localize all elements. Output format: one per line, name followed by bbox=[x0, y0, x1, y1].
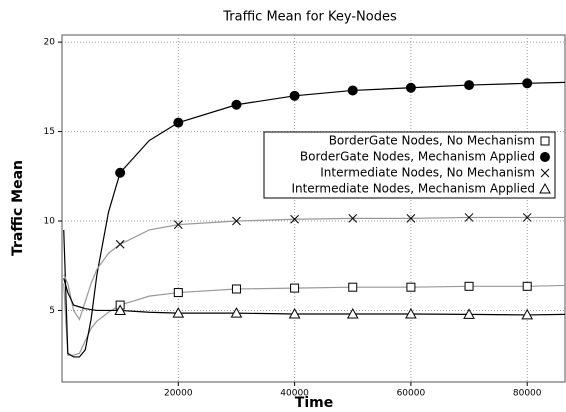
legend-marker bbox=[539, 182, 551, 194]
marker bbox=[521, 308, 534, 320]
marker bbox=[464, 281, 474, 291]
marker bbox=[114, 304, 126, 315]
x-tick-label: 20000 bbox=[164, 389, 193, 399]
marker bbox=[346, 308, 359, 319]
marker bbox=[173, 117, 184, 128]
x-tick-label: 40000 bbox=[280, 389, 309, 399]
series-line bbox=[63, 278, 566, 316]
marker bbox=[464, 213, 474, 222]
marker bbox=[522, 213, 532, 222]
chart-title: Traffic Mean for Key-Nodes bbox=[222, 10, 397, 25]
x-axis-label: Time bbox=[295, 395, 333, 411]
legend-marker bbox=[540, 136, 550, 146]
legend-label: BorderGate Nodes, Mechanism Applied bbox=[300, 150, 535, 164]
marker bbox=[348, 213, 358, 223]
marker bbox=[522, 281, 532, 291]
y-axis-label: Traffic Mean bbox=[10, 160, 26, 256]
plot-frame bbox=[61, 34, 566, 383]
x-tick-label: 60000 bbox=[397, 389, 426, 399]
series-line bbox=[63, 283, 566, 356]
marker bbox=[290, 214, 299, 224]
marker bbox=[405, 308, 417, 319]
marker bbox=[464, 80, 475, 91]
marker bbox=[406, 213, 416, 223]
marker bbox=[230, 307, 243, 318]
marker bbox=[288, 308, 301, 319]
legend-box bbox=[263, 131, 556, 199]
marker bbox=[173, 288, 183, 298]
marker bbox=[347, 85, 358, 96]
marker bbox=[232, 216, 241, 226]
marker bbox=[115, 239, 125, 249]
legend-marker bbox=[540, 152, 550, 162]
marker bbox=[405, 82, 416, 93]
y-tick-label: 10 bbox=[44, 217, 56, 227]
legend-marker bbox=[540, 168, 550, 178]
legend-label: BorderGate Nodes, No Mechanism bbox=[329, 134, 535, 148]
marker bbox=[289, 90, 300, 101]
marker bbox=[231, 99, 242, 110]
marker bbox=[463, 308, 475, 319]
x-tick-label: 80000 bbox=[513, 389, 542, 399]
y-tick-label: 20 bbox=[44, 38, 56, 48]
marker bbox=[522, 78, 533, 89]
series-line bbox=[63, 216, 565, 321]
marker bbox=[115, 167, 126, 178]
marker bbox=[173, 220, 183, 229]
marker bbox=[231, 284, 241, 294]
marker bbox=[348, 282, 358, 292]
marker bbox=[406, 282, 416, 292]
y-tick-label: 15 bbox=[44, 127, 55, 137]
legend-label: Intermediate Nodes, No Mechanism bbox=[320, 166, 535, 180]
y-tick-label: 5 bbox=[49, 306, 55, 316]
legend-label: Intermediate Nodes, Mechanism Applied bbox=[291, 182, 535, 196]
series-line bbox=[63, 81, 566, 358]
marker bbox=[290, 283, 300, 293]
marker bbox=[172, 307, 185, 318]
